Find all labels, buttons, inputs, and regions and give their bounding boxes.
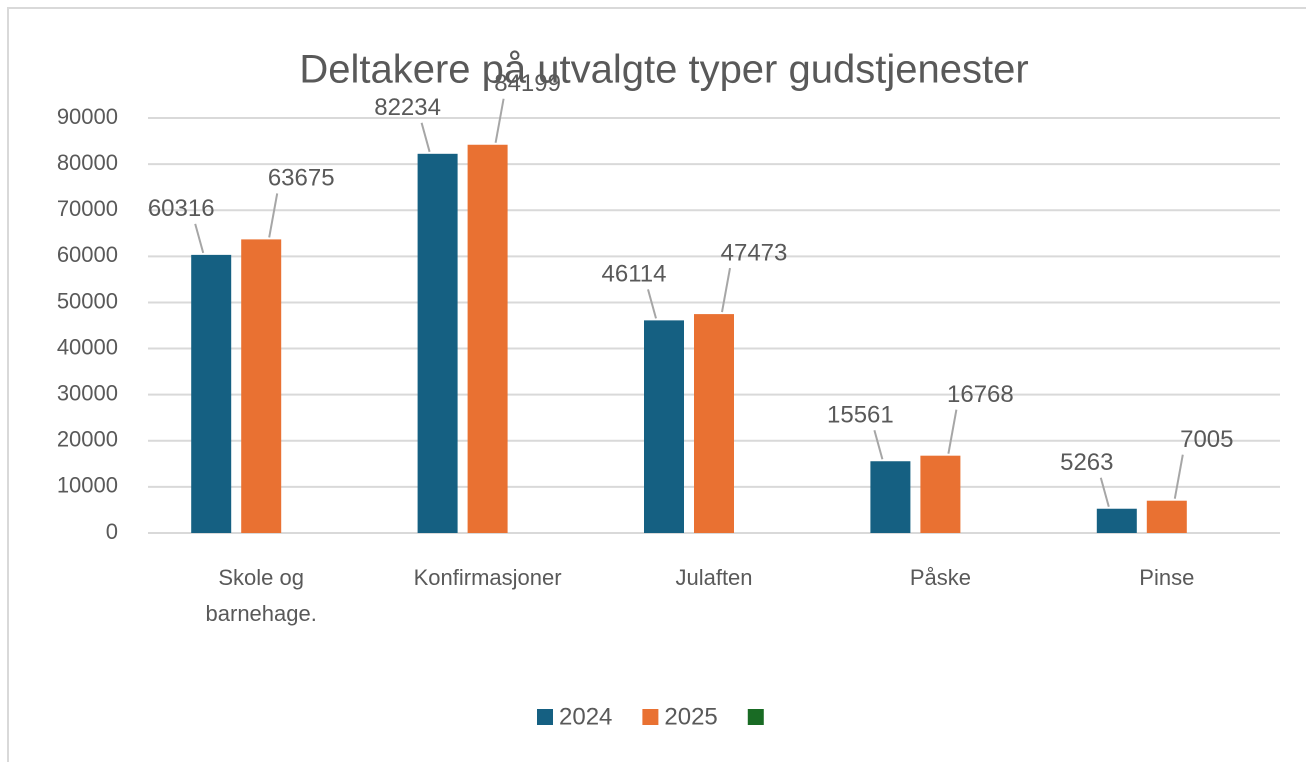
legend-label: 2024 (559, 703, 612, 730)
data-label: 63675 (268, 165, 335, 192)
y-tick-label: 0 (106, 519, 118, 544)
leader-line (1173, 454, 1184, 499)
x-tick-text: Påske (909, 565, 971, 590)
x-tick-label: Skole og barnehage. (176, 560, 346, 632)
x-tick-label: Pinse (1082, 560, 1252, 596)
bar (694, 314, 734, 533)
y-tick-label: 80000 (57, 150, 118, 175)
x-tick-text: Julaften (675, 565, 753, 590)
legend-swatch (747, 709, 764, 725)
data-label: 16768 (947, 381, 1014, 408)
leader-line (268, 193, 279, 238)
x-tick-label: Påske (855, 560, 1025, 596)
bar (1096, 508, 1137, 533)
data-label: 7005 (1180, 426, 1233, 453)
y-tick-label: 50000 (57, 288, 118, 313)
leader-line (947, 409, 958, 454)
leader-line (420, 122, 431, 153)
data-label: 47473 (721, 239, 788, 266)
leader-line (873, 429, 884, 460)
x-tick-label: Konfirmasjoner (403, 560, 573, 596)
data-label: 82234 (374, 94, 441, 121)
y-tick-label: 10000 (57, 473, 118, 498)
y-tick-label: 40000 (57, 334, 118, 359)
bar (870, 461, 911, 533)
leader-line (1099, 477, 1110, 507)
bar (191, 254, 232, 533)
y-tick-label: 60000 (57, 242, 118, 267)
x-tick-text: Skole og barnehage. (205, 565, 317, 626)
x-tick-text: Pinse (1139, 565, 1195, 590)
y-tick-label: 90000 (57, 104, 118, 129)
bar (644, 320, 684, 533)
data-label: 5263 (1060, 449, 1113, 476)
y-tick-label: 30000 (57, 380, 118, 405)
x-tick-text: Konfirmasjoner (413, 565, 562, 590)
legend-label: 2025 (664, 703, 717, 730)
x-tick-label: Julaften (629, 560, 799, 596)
leader-line (194, 223, 205, 254)
leader-line (647, 289, 657, 319)
bar (1146, 500, 1187, 533)
bar (467, 144, 508, 533)
y-tick-label: 20000 (57, 427, 118, 452)
y-tick-label: 70000 (57, 196, 118, 221)
bar (417, 153, 458, 534)
data-label: 84199 (494, 70, 561, 97)
bar (241, 239, 282, 533)
chart-title: Deltakere på utvalgte typer gudstjeneste… (299, 48, 1028, 92)
legend-swatch (642, 709, 659, 725)
data-label: 15561 (827, 402, 894, 429)
leader-line (721, 267, 731, 313)
data-label: 60316 (148, 195, 215, 222)
bar (920, 455, 961, 533)
legend-swatch (537, 709, 553, 725)
data-label: 46114 (602, 261, 667, 288)
leader-line (494, 98, 505, 143)
